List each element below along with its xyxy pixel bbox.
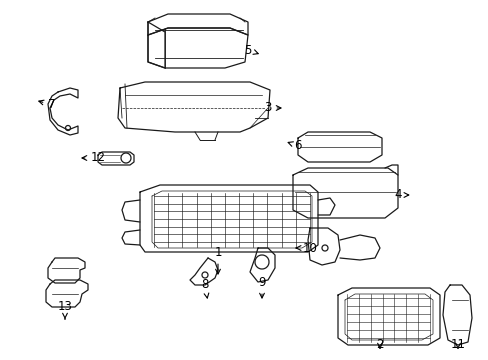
Text: 6: 6	[287, 139, 301, 153]
Text: 11: 11	[449, 338, 465, 351]
Text: 13: 13	[58, 301, 72, 319]
Text: 2: 2	[375, 338, 383, 351]
Text: 10: 10	[296, 242, 317, 255]
Text: 3: 3	[264, 102, 281, 114]
Text: 9: 9	[258, 275, 265, 298]
Text: 8: 8	[201, 279, 208, 298]
Text: 1: 1	[214, 246, 221, 274]
Text: 5: 5	[244, 44, 258, 57]
Text: 7: 7	[39, 99, 56, 112]
Text: 12: 12	[82, 152, 105, 165]
Text: 4: 4	[393, 189, 408, 202]
